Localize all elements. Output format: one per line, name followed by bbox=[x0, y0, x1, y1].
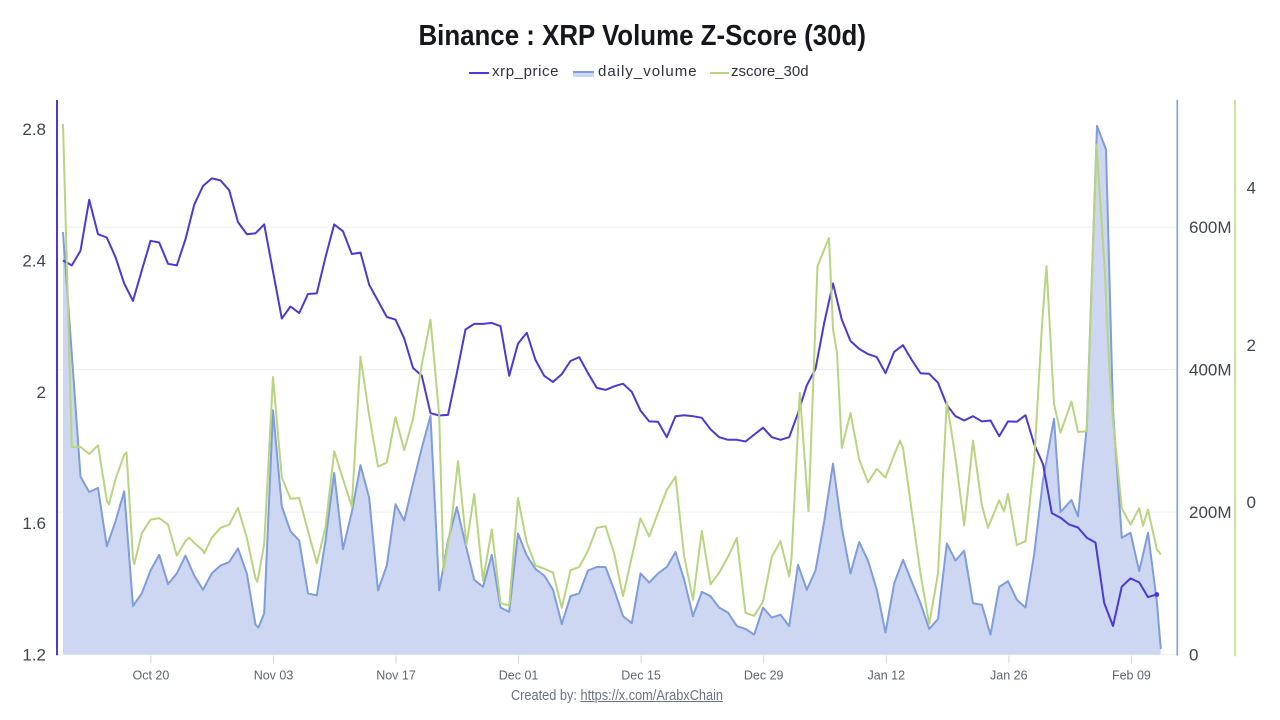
svg-text:Dec 15: Dec 15 bbox=[621, 669, 661, 683]
svg-text:Feb 09: Feb 09 bbox=[1112, 669, 1151, 683]
svg-text:4: 4 bbox=[1247, 179, 1256, 198]
svg-text:0: 0 bbox=[1189, 646, 1198, 665]
svg-text:600M: 600M bbox=[1189, 218, 1232, 237]
svg-text:2.8: 2.8 bbox=[22, 120, 46, 139]
svg-text:Dec 01: Dec 01 bbox=[499, 669, 539, 683]
svg-text:2.4: 2.4 bbox=[22, 252, 46, 271]
svg-text:Nov 17: Nov 17 bbox=[376, 669, 416, 683]
svg-text:1.6: 1.6 bbox=[22, 514, 46, 533]
svg-text:2: 2 bbox=[1247, 336, 1256, 355]
svg-text:Dec 29: Dec 29 bbox=[744, 669, 784, 683]
svg-text:200M: 200M bbox=[1189, 503, 1232, 522]
svg-text:Jan 12: Jan 12 bbox=[868, 669, 906, 683]
svg-text:Nov 03: Nov 03 bbox=[254, 669, 294, 683]
svg-text:1.2: 1.2 bbox=[22, 646, 46, 665]
svg-text:Oct 20: Oct 20 bbox=[132, 669, 169, 683]
svg-text:0: 0 bbox=[1247, 493, 1256, 512]
svg-text:2: 2 bbox=[37, 383, 46, 402]
svg-text:Jan 26: Jan 26 bbox=[990, 669, 1028, 683]
svg-text:400M: 400M bbox=[1189, 361, 1232, 380]
